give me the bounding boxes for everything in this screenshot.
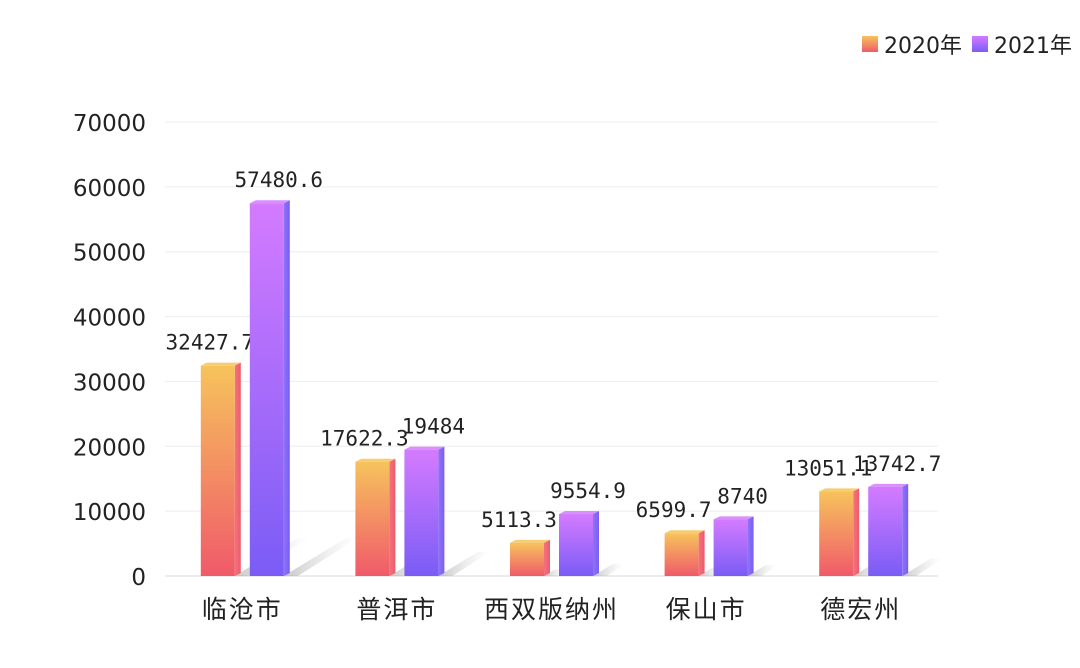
bar-2020: [819, 491, 854, 576]
bar-side: [438, 446, 445, 576]
bar-top: [510, 539, 550, 543]
bar-2021: [559, 514, 593, 576]
bar-shadow: [747, 565, 778, 576]
legend-swatch-2020: [862, 36, 878, 52]
bar-top: [355, 458, 396, 462]
x-category-label: 普洱市: [356, 595, 437, 624]
bar-side: [283, 200, 290, 576]
bar-2021: [404, 449, 439, 576]
data-label: 13051.1: [784, 456, 873, 480]
y-tick-label: 20000: [73, 435, 146, 461]
legend-swatch-2021: [972, 36, 988, 52]
y-tick-label: 30000: [73, 370, 146, 396]
x-category-label: 临沧市: [202, 595, 283, 624]
data-label: 32427.7: [166, 331, 255, 355]
bar-side: [902, 483, 909, 576]
bar-side: [593, 511, 599, 576]
bar-top: [249, 200, 290, 204]
data-label: 8740: [717, 484, 768, 508]
y-tick-label: 70000: [73, 111, 146, 137]
data-label: 13742.7: [853, 452, 942, 476]
data-label: 57480.6: [235, 168, 324, 192]
y-tick-label: 10000: [73, 500, 146, 526]
bar-2020: [355, 461, 390, 576]
bar-side: [234, 362, 241, 576]
x-category-label: 保山市: [666, 595, 747, 624]
bar-2020: [200, 365, 235, 576]
data-label: 19484: [402, 415, 465, 439]
y-tick-label: 60000: [73, 176, 146, 202]
x-category-label: 德宏州: [820, 595, 901, 624]
bar-top: [559, 511, 599, 515]
chart-legend: 2020年 2021年: [862, 28, 1072, 60]
y-tick-label: 40000: [73, 306, 146, 332]
legend-item-2020: 2020年: [862, 28, 962, 60]
bar-side: [544, 539, 550, 576]
bar-top: [868, 483, 909, 487]
bar-shadow: [593, 564, 625, 576]
bar-top: [664, 530, 705, 534]
data-label: 17622.3: [320, 427, 409, 451]
y-tick-label: 50000: [73, 241, 146, 267]
x-category-label: 西双版纳州: [484, 595, 619, 624]
bar-top: [819, 488, 860, 492]
bar-shadow: [283, 537, 359, 576]
legend-item-2021: 2021年: [972, 28, 1072, 60]
bar-top: [404, 446, 445, 450]
bar-shadow: [902, 558, 943, 576]
y-tick-label: 0: [131, 565, 146, 591]
bar-top: [713, 516, 754, 520]
legend-label-2020: 2020年: [884, 34, 962, 59]
bar-2021: [713, 519, 748, 576]
bar-side: [747, 516, 754, 576]
bar-shadow: [438, 551, 491, 576]
data-label: 6599.7: [636, 498, 712, 522]
bar-side: [853, 488, 860, 576]
bar-top: [200, 362, 241, 366]
bar-2021: [868, 486, 903, 576]
data-label: 5113.3: [481, 508, 557, 532]
bar-side: [698, 530, 705, 576]
data-label: 9554.9: [550, 479, 626, 503]
bar-2020: [510, 542, 544, 576]
legend-label-2021: 2021年: [994, 34, 1072, 59]
bar-2021: [249, 203, 284, 576]
bar-side: [389, 458, 396, 576]
bar-2020: [664, 533, 699, 576]
